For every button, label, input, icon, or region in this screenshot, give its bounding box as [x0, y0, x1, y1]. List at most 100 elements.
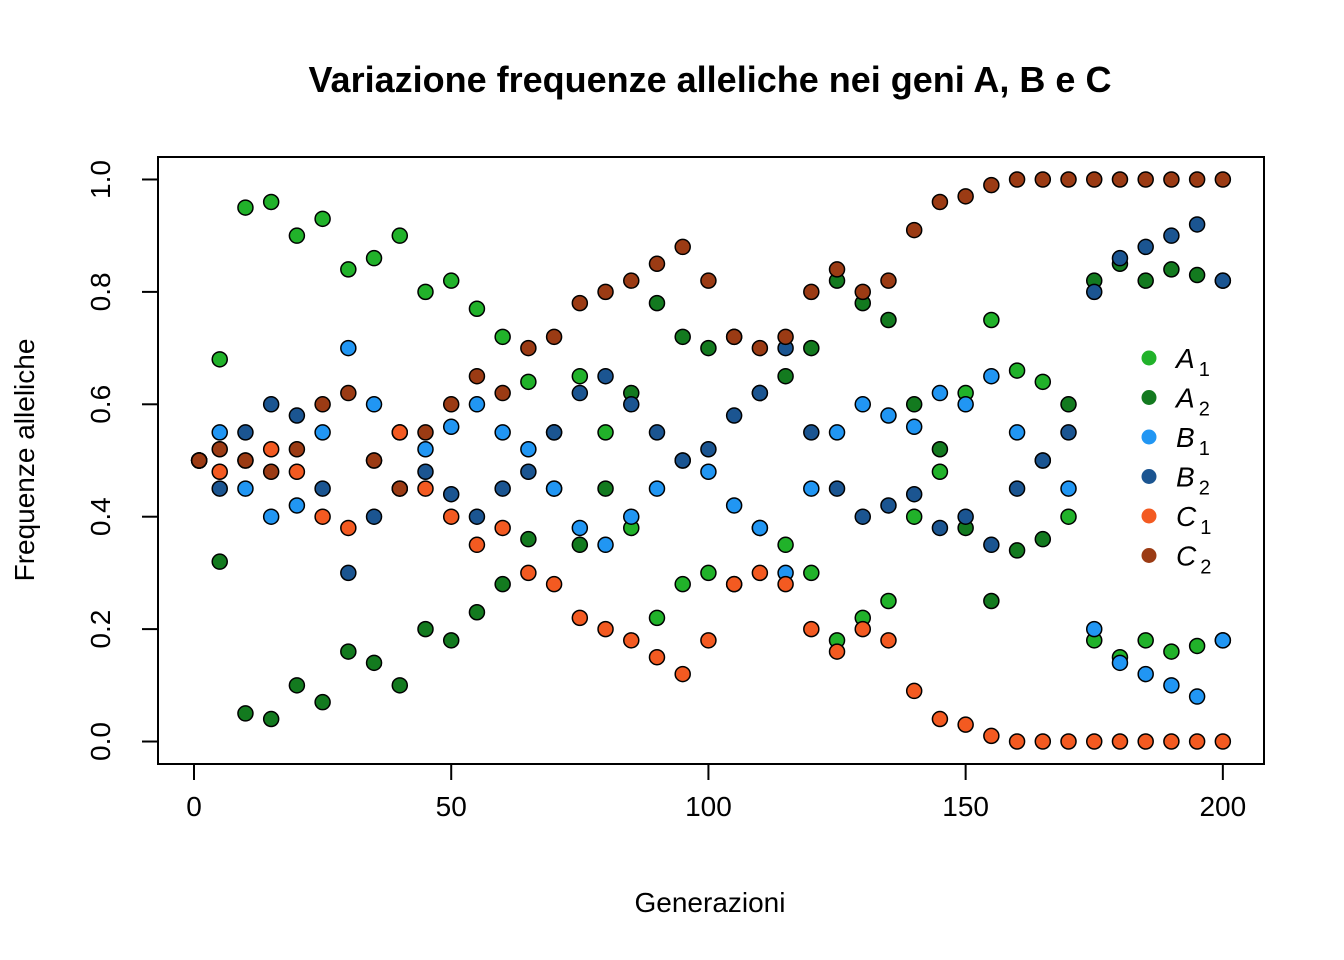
legend-swatch — [1141, 429, 1157, 445]
data-point — [931, 441, 949, 458]
data-point — [1214, 733, 1232, 750]
data-point — [648, 609, 666, 627]
data-point — [1034, 530, 1052, 548]
data-point — [1060, 480, 1077, 497]
data-point — [1111, 654, 1129, 672]
data-point — [828, 643, 846, 660]
data-point — [1085, 733, 1103, 750]
data-point — [854, 283, 872, 301]
plot-frame — [157, 156, 1265, 765]
data-point — [931, 193, 949, 211]
data-point — [571, 367, 589, 385]
legend-swatch — [1141, 548, 1157, 563]
data-point — [828, 261, 846, 278]
data-point — [1034, 733, 1052, 750]
data-point — [931, 519, 949, 537]
data-point — [211, 480, 228, 497]
data-point — [700, 441, 717, 458]
data-point — [442, 632, 460, 649]
data-point — [700, 272, 717, 289]
data-point — [417, 283, 434, 301]
data-point — [442, 508, 460, 525]
data-point — [520, 463, 537, 480]
data-point — [1060, 424, 1077, 441]
data-point — [648, 255, 666, 273]
data-point — [1137, 632, 1154, 649]
data-point — [905, 682, 923, 700]
data-point — [1163, 261, 1180, 278]
data-point — [365, 654, 383, 672]
data-point — [545, 575, 563, 593]
data-point — [417, 463, 434, 480]
data-point — [623, 396, 640, 413]
data-point — [751, 564, 769, 582]
data-point — [1214, 272, 1232, 289]
data-point — [1060, 171, 1077, 188]
data-point — [314, 396, 331, 413]
data-point — [905, 508, 923, 525]
data-point — [957, 716, 974, 733]
legend: A 1A 2B 1B 2C 1C 2 — [1141, 343, 1211, 579]
data-point — [931, 710, 949, 728]
data-point — [880, 632, 897, 649]
y-tick-label: 0.0 — [85, 722, 116, 761]
series-C2 — [190, 171, 1232, 497]
data-point — [751, 519, 769, 537]
data-point — [725, 497, 743, 514]
y-tick-label: 0.2 — [85, 610, 116, 649]
data-point — [340, 261, 357, 278]
data-point — [957, 396, 974, 413]
data-point — [905, 396, 923, 413]
data-point — [365, 452, 383, 469]
data-point — [623, 508, 640, 525]
data-point — [545, 424, 563, 441]
data-point — [983, 592, 1000, 610]
data-point — [880, 311, 897, 329]
data-point — [417, 620, 434, 638]
data-point — [880, 407, 897, 424]
data-point — [1034, 373, 1052, 391]
series-C1 — [190, 424, 1232, 750]
data-point — [468, 604, 486, 621]
data-point — [1111, 249, 1129, 267]
data-point — [288, 677, 306, 694]
data-point — [262, 441, 280, 458]
data-point — [211, 553, 228, 570]
series-B1 — [190, 339, 1232, 705]
data-point — [880, 497, 897, 514]
data-point — [520, 339, 537, 357]
data-point — [1137, 272, 1154, 289]
data-point — [828, 424, 846, 441]
legend-swatch — [1141, 390, 1157, 405]
data-point — [1085, 171, 1103, 188]
data-point — [571, 609, 589, 627]
data-point — [494, 519, 511, 537]
data-point — [340, 339, 357, 357]
data-point — [391, 424, 409, 441]
data-point — [1188, 266, 1206, 284]
data-point — [1034, 171, 1052, 188]
data-point — [828, 480, 846, 497]
data-point — [957, 508, 974, 525]
data-point — [1214, 171, 1232, 188]
data-point — [211, 351, 228, 368]
data-point — [1188, 637, 1206, 655]
data-points — [190, 171, 1232, 750]
data-point — [262, 508, 280, 525]
data-point — [442, 418, 460, 436]
data-point — [777, 536, 794, 554]
data-point — [190, 452, 208, 469]
data-point — [365, 249, 383, 267]
data-point — [905, 221, 923, 239]
data-point — [1163, 733, 1180, 750]
data-point — [931, 384, 949, 402]
data-point — [520, 441, 537, 458]
data-point — [1137, 733, 1154, 750]
data-point — [1188, 216, 1206, 233]
data-point — [983, 176, 1000, 194]
